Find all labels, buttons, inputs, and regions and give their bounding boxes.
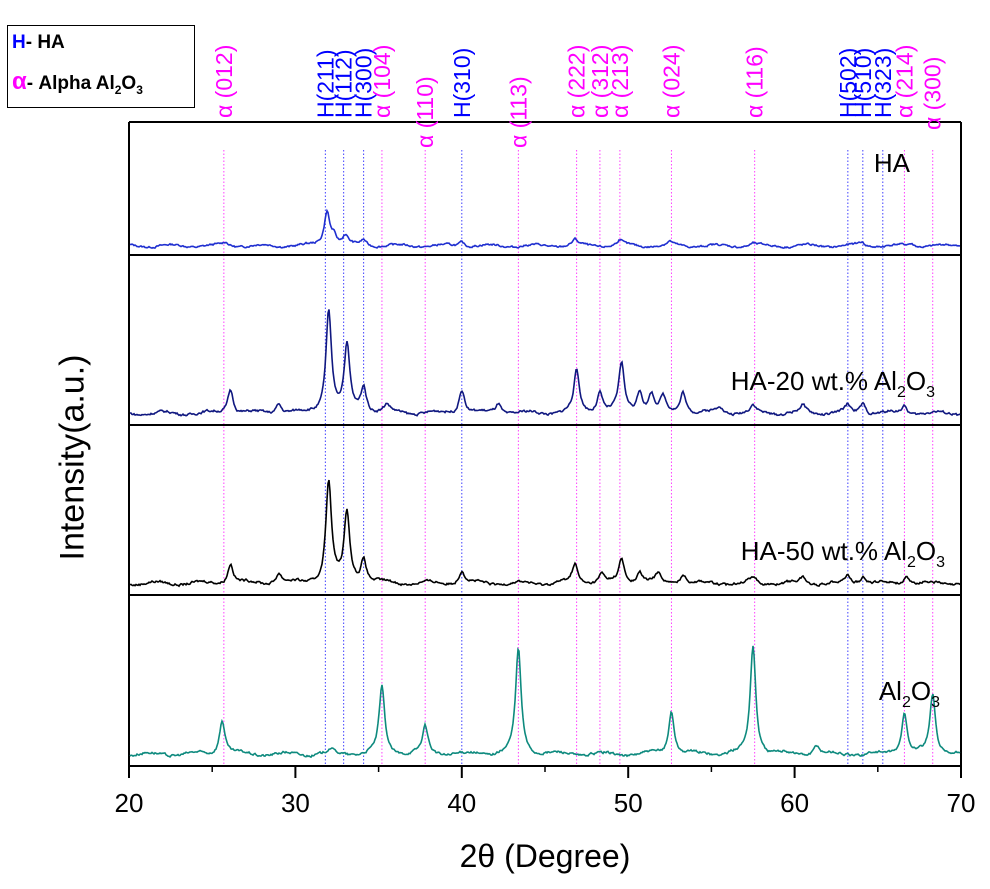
- x-tick-label-4: 60: [780, 788, 809, 818]
- x-tick-label-1: 30: [281, 788, 310, 818]
- sample-label-0: HA: [874, 148, 911, 178]
- peak-label-13: H(502): [835, 48, 861, 118]
- peak-label-7: α (113): [505, 76, 531, 148]
- peak-label-11: α (024): [658, 45, 684, 118]
- reference-lines: [223, 150, 934, 766]
- peak-label-12: α (116): [742, 46, 768, 118]
- legend-alpha-sub1: 2: [114, 82, 122, 97]
- panel-2: HA-50 wt.% Al2O3: [128, 425, 962, 596]
- x-axis: 20 30 40 50 60 70: [115, 766, 976, 818]
- legend-alpha-o: O: [121, 73, 137, 94]
- peak-labels: α (012) H(211)H(112)H(300)α (104) α (110) H…: [211, 45, 946, 148]
- peak-label-2: H(112): [331, 49, 357, 118]
- pattern-line-0: [129, 208, 961, 249]
- legend-alpha-sub2: 3: [136, 82, 143, 97]
- pattern-line-2: [129, 479, 961, 588]
- x-tick-label-5: 70: [947, 788, 976, 818]
- peak-label-14: H(510): [850, 48, 876, 118]
- peak-label-3: H(300): [351, 48, 377, 118]
- legend-item-ha: H- HA: [12, 32, 65, 54]
- legend-h-text: - HA: [25, 32, 65, 53]
- peak-label-16: α (214): [891, 45, 917, 118]
- peak-label-9: α (312): [587, 45, 613, 118]
- sample-label-1: HA-20 wt.% Al2O3: [731, 366, 935, 401]
- legend-alpha-symbol: α: [12, 68, 27, 95]
- peak-label-8: α (222): [564, 45, 590, 118]
- panel-3: Al2O3: [128, 595, 962, 767]
- legend-item-alpha: α- Alpha Al2O3: [12, 68, 143, 97]
- peak-label-15: H(323): [870, 48, 896, 118]
- peak-label-17: α (300): [920, 57, 946, 130]
- x-tick-label-2: 40: [447, 788, 476, 818]
- x-tick-label-3: 50: [614, 788, 643, 818]
- legend: H- HA α- Alpha Al2O3: [7, 25, 195, 108]
- peak-label-4: α (104): [369, 45, 395, 118]
- pattern-line-3: [129, 645, 961, 759]
- panel-1: HA-20 wt.% Al2O3: [128, 255, 962, 426]
- peak-label-1: H(211): [312, 49, 338, 118]
- pattern-line-1: [130, 309, 961, 417]
- peak-label-5: α (110): [412, 76, 438, 148]
- x-tick-label-0: 20: [115, 788, 144, 818]
- y-axis-label: Intensity(a.u.): [53, 354, 92, 561]
- legend-alpha-text: - Alpha Al: [26, 73, 115, 94]
- x-axis-label: 2θ (Degree): [459, 838, 631, 874]
- peak-label-6: H(310): [449, 48, 475, 118]
- panel-0: HA: [128, 121, 962, 256]
- sample-label-3: Al2O3: [879, 676, 940, 711]
- legend-h-symbol: H: [12, 32, 26, 53]
- peak-label-0: α (012): [211, 45, 237, 118]
- peak-label-10: α (213): [607, 45, 633, 118]
- pattern-panels: HA HA-20 wt.% Al2O3 HA-50 wt.% Al2O3 Al2O3: [128, 121, 962, 767]
- sample-label-2: HA-50 wt.% Al2O3: [741, 536, 945, 571]
